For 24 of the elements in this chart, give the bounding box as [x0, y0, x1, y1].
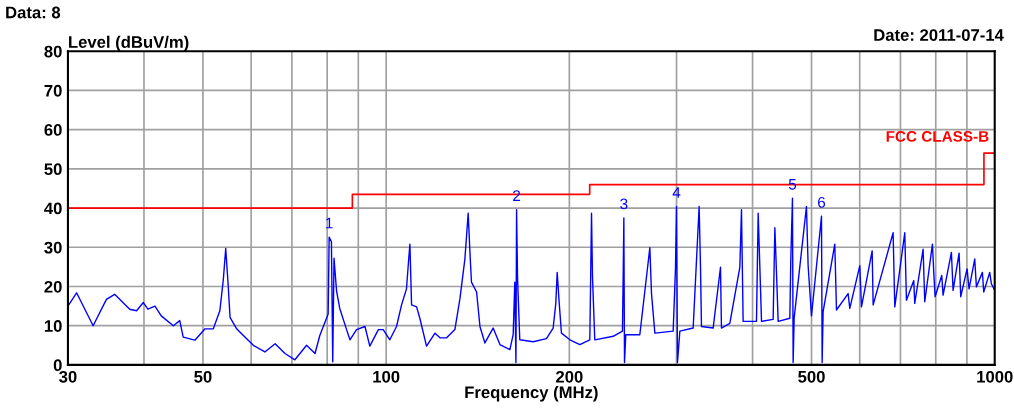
x-tick-label: 500 [798, 370, 825, 383]
y-tick-label: 60 [44, 124, 62, 136]
y-tick-label: 10 [44, 320, 62, 332]
y-tick-label: 50 [44, 163, 62, 176]
annotation: 3 [620, 198, 628, 210]
y-tick-label: 80 [44, 45, 62, 58]
text: Data: 8 [6, 6, 61, 19]
y-tick-label: 70 [44, 84, 62, 97]
x-tick-label: 200 [556, 370, 583, 383]
series-label: FCC CLASS-B [886, 131, 989, 142]
y-tick-label: 40 [44, 202, 62, 215]
x-tick-label: 50 [194, 370, 212, 383]
annotation: 6 [818, 196, 826, 208]
y-tick-label: 0 [53, 359, 62, 372]
x-tick-label: 1000 [977, 370, 1013, 383]
x-tick-label: 30 [59, 370, 77, 383]
annotation: 1 [326, 217, 333, 229]
x-tick-label: 100 [373, 370, 400, 383]
y-tick-label: 20 [44, 280, 62, 293]
y-tick-label: 30 [44, 241, 62, 254]
x-axis-title: Frequency (MHz) [465, 385, 598, 402]
text: Date: 2011-07-14 [874, 29, 1004, 41]
y-axis-title: Level (dBuV/m) [69, 35, 189, 52]
annotation: 4 [672, 187, 681, 198]
